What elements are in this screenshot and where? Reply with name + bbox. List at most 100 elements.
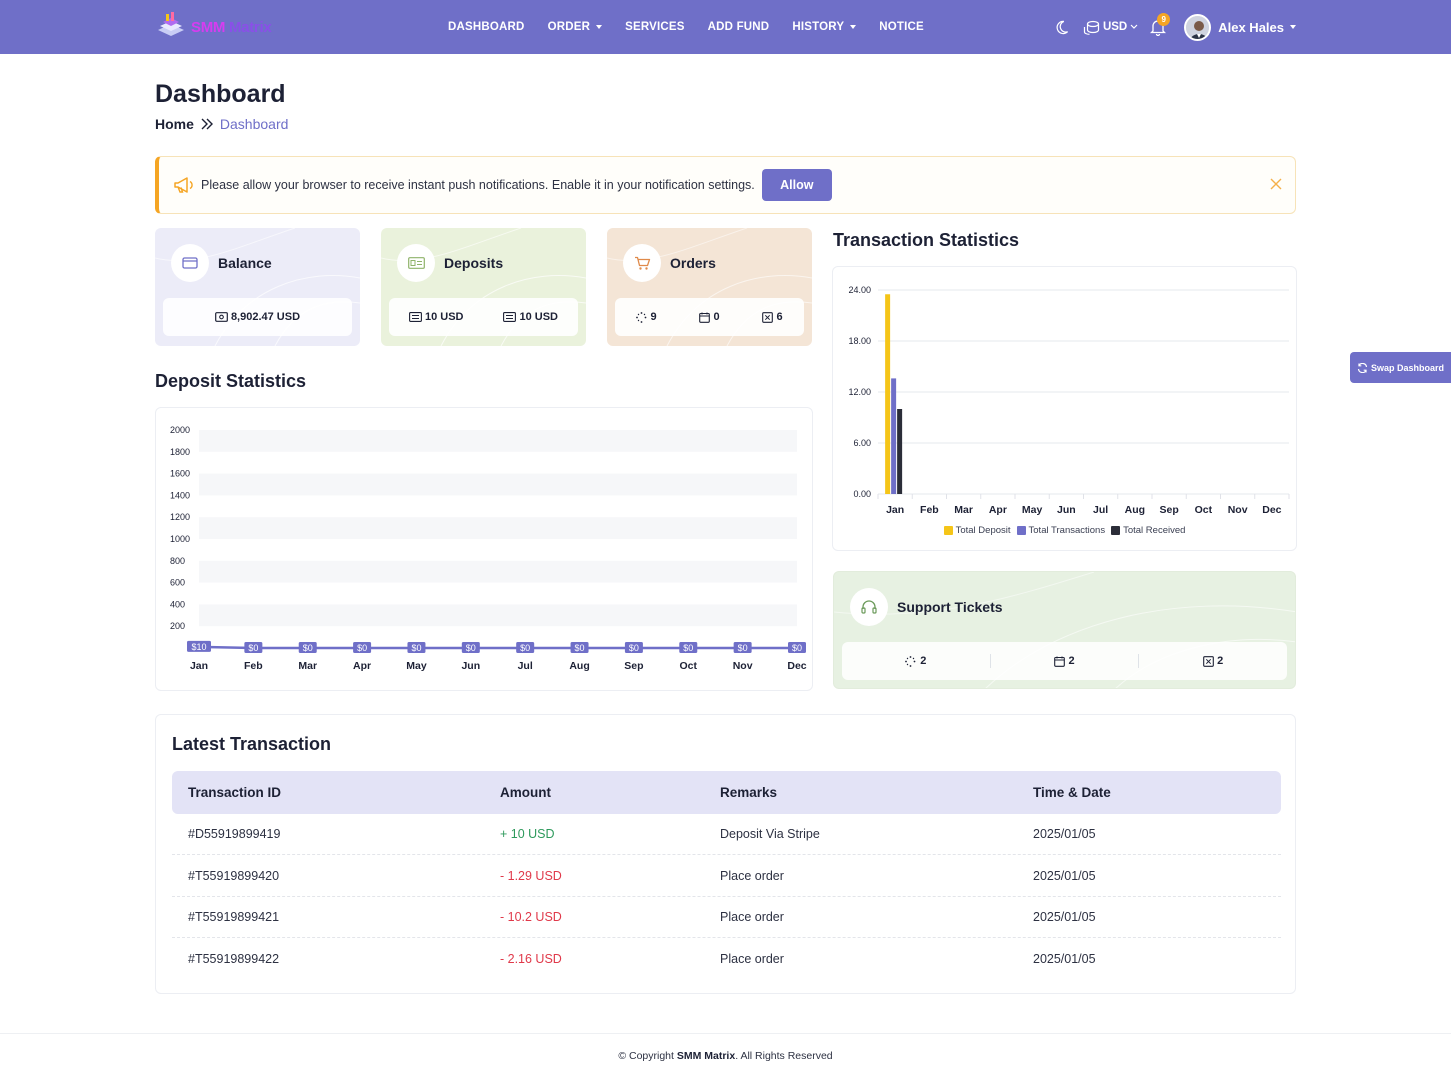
deposit-point[interactable]: $0 [624, 642, 643, 653]
nav-item-add-fund[interactable]: ADD FUND [708, 21, 770, 33]
logo-icon [158, 12, 184, 36]
cell-transaction-id: #T55919899421 [188, 910, 280, 924]
main-menu: DASHBOARD ORDER SERVICES ADD FUND HISTORY NOT… [448, 0, 947, 54]
grid-band [199, 604, 797, 627]
legend-label: Total Transactions [1028, 525, 1106, 536]
cell-remarks: Place order [720, 910, 784, 924]
deposit-statistics-chart: 200 400 600 800 1000 1200 1400 1600 1800 2000 $10 J… [155, 407, 813, 691]
table-row: #T55919899422 - 2.16 USD Place order 2025/0… [172, 939, 1281, 980]
close-icon[interactable] [1269, 177, 1283, 191]
nav-item-history[interactable]: HISTORY [792, 21, 857, 33]
nav-item-order[interactable]: ORDER [548, 21, 603, 33]
deposit-point[interactable]: $0 [244, 642, 263, 653]
x-tick-label: Mar [298, 660, 317, 672]
orders-card: Orders 9 0 6 [607, 228, 812, 346]
headset-icon [850, 588, 888, 626]
transaction-statistics-title: Transaction Statistics [833, 230, 1020, 250]
deposit-point[interactable]: $0 [461, 642, 480, 653]
nav-item-label: ORDER [547, 21, 591, 33]
y-tick-label: 1400 [170, 490, 190, 500]
notification-count-badge: 9 [1157, 12, 1171, 26]
transaction-chart-svg: 0.00 6.00 12.00 18.00 24.00 Jan Feb Mar Apr May Ju… [848, 285, 1290, 516]
deposit-point[interactable]: $0 [788, 642, 806, 653]
x-tick-label: Feb [244, 660, 263, 672]
balance-values: 8,902.47 USD [163, 298, 352, 336]
tickets-pending: 2 [920, 655, 927, 667]
bar[interactable] [885, 294, 891, 494]
deposit-point[interactable]: $0 [679, 642, 698, 653]
bar[interactable] [891, 378, 897, 494]
deposit-chart-svg: 200 400 600 800 1000 1200 1400 1600 1800 2000 $10 J… [170, 425, 807, 672]
nav-item-services[interactable]: SERVICES [625, 21, 685, 33]
footer-brand[interactable]: SMM Matrix [676, 1050, 736, 1062]
y-tick-label: 1000 [170, 534, 190, 544]
x-tick-label: Sep [624, 660, 643, 672]
wallet-icon [171, 244, 209, 282]
data-label: $0 [303, 643, 313, 653]
x-tick-label: Oct [1195, 504, 1213, 516]
x-tick-label: Dec [787, 660, 806, 672]
cell-transaction-id: #T55919899420 [188, 868, 280, 883]
data-label: $0 [248, 643, 258, 653]
push-notification-alert: Please allow your browser to receive ins… [155, 156, 1296, 214]
breadcrumb-home[interactable]: Home [155, 116, 194, 132]
deposit-point[interactable]: $0 [570, 642, 589, 653]
x-tick-label: May [406, 660, 427, 672]
loading-spinner-icon [636, 311, 647, 323]
y-tick-label: 200 [170, 621, 185, 631]
legend-swatch [1016, 526, 1026, 535]
deposit-point[interactable]: $0 [516, 642, 535, 653]
table-row: #D55919899419 + 10 USD Deposit Via Stripe 2… [172, 814, 1281, 855]
legend-label: Total Deposit [955, 525, 1011, 536]
x-tick-label: Jul [1093, 504, 1108, 516]
nav-item-label: NOTICE [879, 21, 924, 33]
swap-dashboard-button[interactable]: Swap Dashboard [1350, 352, 1451, 383]
navbar-actions: USD 9 Alex Hales [1040, 0, 1296, 54]
user-avatar[interactable] [1184, 13, 1212, 41]
currency-selector[interactable]: USD [1083, 20, 1138, 35]
cell-amount: - 10.2 USD [500, 910, 562, 924]
deposit-point[interactable]: $10 [187, 640, 211, 652]
y-tick-label: 400 [170, 599, 185, 609]
user-menu[interactable]: Alex Hales [1218, 20, 1296, 35]
table-header: Transaction ID Amount Remarks Time & Dat… [172, 771, 1281, 814]
cart-icon [623, 244, 661, 282]
notification-bell[interactable]: 9 [1150, 12, 1171, 36]
grid-band [199, 560, 797, 583]
cell-time-date: 2025/01/05 [1033, 868, 1096, 883]
deposit-point[interactable]: $0 [298, 642, 317, 653]
caret-down-icon [850, 25, 857, 29]
swap-icon [1357, 362, 1368, 373]
footer: © Copyright SMM Matrix. All Rights Reser… [0, 1050, 1451, 1062]
allow-notifications-button[interactable]: Allow [761, 169, 832, 201]
dark-mode-toggle-icon[interactable] [1054, 20, 1069, 35]
nav-item-dashboard[interactable]: DASHBOARD [448, 21, 525, 33]
legend-item[interactable]: Total Received [1111, 525, 1185, 536]
legend-item[interactable]: Total Transactions [1016, 525, 1106, 536]
close-square-icon [762, 311, 774, 323]
money-card-icon [397, 244, 435, 282]
x-tick-label: Nov [733, 660, 753, 672]
x-tick-label: Apr [353, 660, 371, 672]
col-amount: Amount [500, 785, 551, 800]
y-tick-label: 12.00 [848, 387, 871, 397]
brand-logo[interactable]: SMM Matrix [155, 10, 272, 44]
deposit-point[interactable]: $0 [733, 642, 752, 653]
balance-card: Balance 8,902.47 USD [155, 228, 360, 346]
brand-name: SMM Matrix [191, 18, 272, 36]
x-tick-label: Feb [920, 504, 939, 516]
deposit-point[interactable]: $0 [353, 642, 372, 653]
cell-amount: - 1.29 USD [500, 868, 562, 883]
data-label: $10 [191, 642, 206, 652]
bar[interactable] [897, 409, 903, 494]
y-tick-label: 0.00 [853, 489, 871, 499]
nav-item-notice[interactable]: NOTICE [879, 21, 924, 33]
orders-values: 9 0 6 [615, 298, 804, 336]
deposit-point[interactable]: $0 [407, 642, 426, 653]
col-remarks: Remarks [720, 785, 778, 800]
chart-legend: Total Deposit Total Transactions Total Rec… [833, 525, 1296, 536]
data-label: $0 [520, 643, 530, 653]
legend-item[interactable]: Total Deposit [943, 525, 1011, 536]
currency-label: USD [1102, 21, 1128, 33]
x-tick-label: Jan [190, 660, 208, 672]
